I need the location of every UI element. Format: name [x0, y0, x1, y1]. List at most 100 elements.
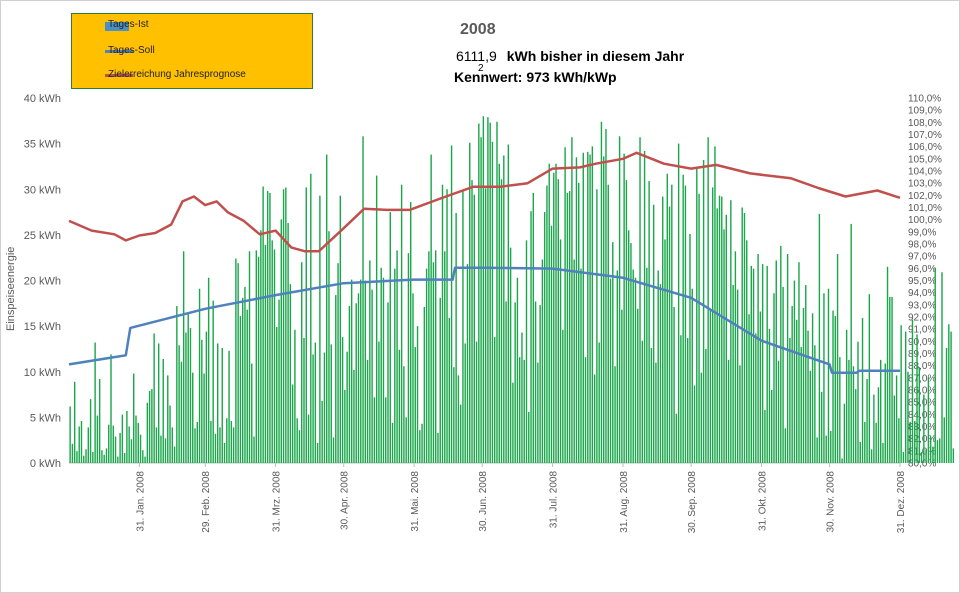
bar-tages-ist [475, 341, 478, 463]
bar-tages-ist [500, 179, 503, 463]
bar-tages-ist [375, 175, 378, 463]
bar-tages-ist [648, 181, 650, 464]
bar-tages-ist [870, 449, 873, 463]
bar-tages-ist [185, 332, 187, 463]
bar-tages-ist [789, 337, 791, 463]
bar-tages-ist [437, 432, 439, 463]
bar-tages-ist [214, 433, 217, 463]
bar-tages-ist [614, 366, 616, 463]
bar-tages-ist [675, 413, 678, 463]
bar-tages-ist [768, 328, 771, 463]
bar-tages-ist [316, 442, 319, 463]
bar-tages-ist [146, 402, 149, 463]
bar-tages-ist [802, 307, 805, 464]
bar-tages-ist [732, 285, 734, 463]
bar-tages-ist [709, 309, 712, 463]
bar-tages-ist [807, 330, 809, 463]
bar-tages-ist [187, 313, 189, 463]
bar-tages-ist [83, 455, 85, 463]
bar-tages-ist [555, 163, 557, 463]
bar-tages-ist [880, 359, 882, 463]
bar-tages-ist [266, 191, 269, 463]
y-right-tick-label: 93,0% [908, 300, 936, 311]
bar-tages-ist [700, 372, 703, 463]
bar-tages-ist [87, 427, 90, 463]
bar-tages-ist [176, 306, 178, 463]
bar-tages-ist [273, 249, 276, 463]
bar-tages-ist [603, 156, 605, 463]
bar-tages-ist [534, 301, 537, 463]
bar-tages-ist [226, 418, 228, 463]
bar-tages-ist [612, 242, 614, 463]
y-right-tick-label: 88,0% [908, 361, 936, 372]
bar-tages-ist [927, 377, 930, 463]
bar-tages-ist [550, 225, 553, 463]
bar-tages-ist [528, 411, 530, 463]
bar-tages-ist [139, 434, 142, 463]
bar-tages-ist [496, 121, 498, 463]
bar-tages-ist [373, 397, 376, 463]
bar-tages-ist [600, 121, 603, 463]
bar-tages-ist [716, 208, 718, 463]
bar-tages-ist [207, 277, 210, 463]
bar-tages-ist [662, 196, 664, 464]
legend-label-tages-soll: Tages-Soll [108, 45, 155, 56]
y-right-tick-label: 82,0% [908, 434, 936, 445]
bar-tages-ist [900, 325, 902, 463]
bar-tages-ist [516, 277, 519, 463]
kennwert-superscript: 2 [478, 63, 484, 74]
bar-tages-ist [852, 366, 855, 463]
y-right-tick-label: 96,0% [908, 264, 936, 275]
bar-tages-ist [668, 206, 671, 463]
bar-tages-ist [80, 421, 83, 463]
bar-tages-ist [793, 280, 796, 463]
summary-value: 6111,9 [456, 48, 497, 64]
bar-tages-ist [271, 240, 273, 463]
bar-tages-ist [482, 116, 485, 463]
bar-tages-ist [459, 404, 462, 463]
bar-tages-ist [939, 438, 941, 463]
x-tick-label: 31. Jan. 2008 [135, 471, 146, 532]
bar-tages-ist [920, 452, 923, 463]
bar-tages-ist [434, 250, 437, 463]
y-right-tick-label: 86,0% [908, 386, 936, 397]
chart-title: 2008 [460, 21, 496, 38]
bar-tages-ist [891, 296, 893, 463]
legend: Tages-Ist Tages-Soll Zielerreichung Jahr… [71, 13, 313, 89]
bar-tages-ist [771, 390, 773, 463]
bar-tages-ist [314, 342, 317, 463]
bar-tages-ist [530, 211, 532, 463]
bar-tages-ist [823, 293, 825, 463]
bar-tages-ist [691, 288, 693, 463]
bar-tages-ist [598, 342, 600, 463]
bar-tages-ist [357, 293, 360, 463]
bar-tages-ist [777, 360, 780, 463]
bar-tages-ist [241, 297, 244, 463]
bar-tages-ist [898, 418, 900, 463]
bar-tages-ist [532, 192, 535, 463]
bar-tages-ist [253, 436, 255, 463]
x-tick-label: 30. Jun. 2008 [478, 471, 489, 532]
bar-tages-ist [230, 421, 233, 463]
bar-tages-ist [682, 174, 684, 463]
x-tick-label: 31. Okt. 2008 [758, 471, 769, 531]
bar-tages-ist [416, 326, 419, 464]
bar-tages-ist [135, 415, 137, 463]
bar-tages-ist [192, 372, 194, 463]
bar-tages-ist [89, 399, 92, 464]
legend-swatch-zielerreichung [105, 74, 133, 77]
bar-tages-ist [446, 189, 448, 463]
bar-tages-ist [950, 331, 952, 463]
bar-tages-ist [123, 452, 126, 463]
bar-tages-ist [337, 263, 339, 463]
bar-tages-ist [659, 284, 662, 463]
y-right-tick-label: 84,0% [908, 410, 936, 421]
bar-tages-ist [637, 308, 639, 463]
bar-tages-ist [264, 244, 267, 463]
bar-tages-ist [298, 430, 301, 463]
bar-tages-ist [941, 272, 943, 463]
y-right-tick-label: 81,0% [908, 446, 936, 457]
bar-tages-ist [221, 348, 223, 463]
bar-tages-ist [936, 440, 939, 463]
